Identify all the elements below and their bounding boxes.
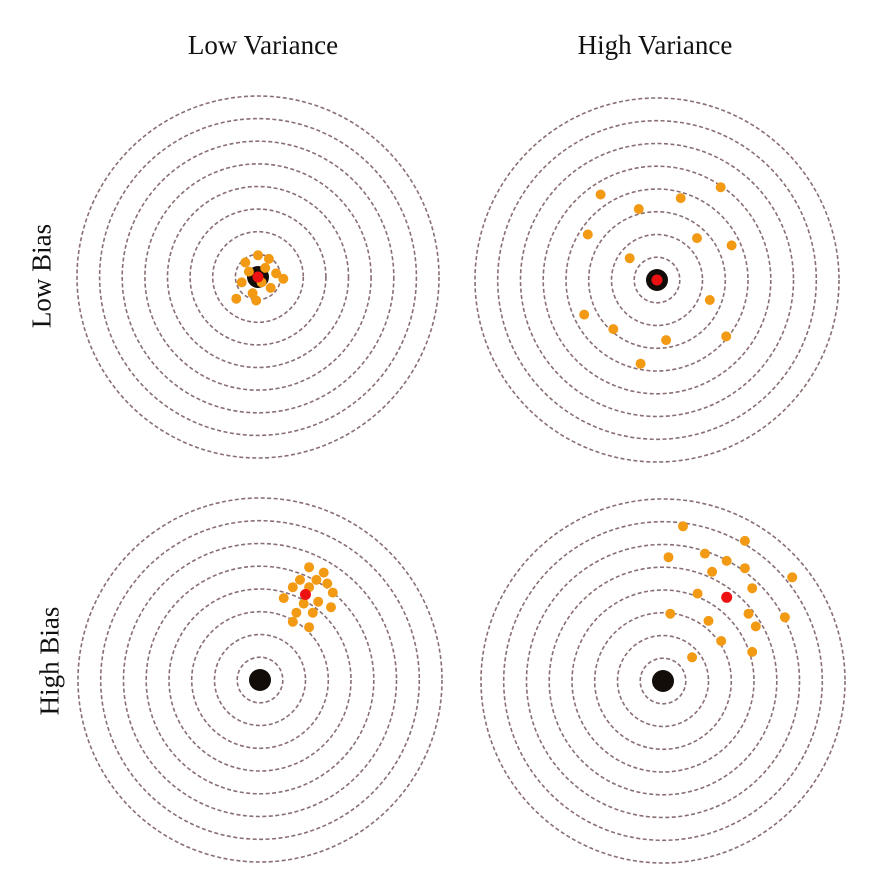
target-ring (587, 210, 727, 350)
target-ring (616, 634, 710, 728)
target-ring (496, 119, 818, 441)
shot-point (236, 277, 247, 288)
shot-point (747, 646, 758, 657)
shot-point (295, 574, 305, 585)
target-ring (502, 520, 824, 842)
shot-point (313, 596, 324, 607)
shot-point (750, 621, 761, 632)
shot-point (243, 266, 254, 277)
shot-point (779, 612, 790, 623)
shot-point (739, 563, 750, 574)
bullseye (249, 669, 271, 691)
shot-point (304, 622, 315, 633)
shot-point (739, 535, 750, 546)
target-ring (76, 95, 440, 459)
target-ring (145, 565, 375, 795)
shot-point (253, 250, 263, 261)
target-ring (610, 233, 704, 327)
shot-point (608, 324, 619, 335)
shot-point (263, 253, 274, 264)
shot-point (322, 578, 333, 589)
target-ring (525, 543, 801, 819)
target-ring (565, 188, 749, 372)
shot-point (278, 273, 289, 284)
shot-point (304, 562, 315, 573)
target-ring (77, 497, 443, 863)
shot-point (271, 268, 282, 279)
shot-point (787, 572, 798, 583)
bullseye (652, 670, 674, 692)
mean-point (252, 271, 264, 283)
shot-point (278, 593, 289, 604)
shot-point (635, 358, 646, 369)
shot-point (582, 229, 593, 240)
target-ring (121, 140, 395, 414)
target-ring (480, 498, 846, 864)
shot-point (747, 583, 758, 594)
shot-point (311, 574, 322, 585)
shot-point (703, 615, 714, 626)
shot-point (661, 335, 672, 346)
target-ring (639, 657, 687, 705)
mean-point (300, 589, 311, 600)
shot-point (251, 295, 262, 306)
shot-point (240, 257, 251, 268)
target-ring (189, 208, 327, 346)
mean-point (721, 591, 733, 603)
target-ring (166, 185, 350, 369)
shot-point (318, 567, 329, 578)
shot-point (327, 587, 338, 598)
mean-point (651, 274, 663, 286)
shot-point (678, 521, 688, 532)
shot-point (699, 548, 710, 559)
target-ring (593, 611, 733, 751)
shot-point (721, 331, 732, 342)
target-ring (548, 566, 778, 796)
target-ring (633, 256, 681, 304)
shot-point (716, 636, 727, 646)
shot-point (721, 555, 732, 566)
target-ring (99, 519, 421, 841)
shot-point (265, 282, 276, 293)
target-ring (542, 165, 772, 395)
shot-point (704, 295, 715, 305)
target-ring (213, 633, 307, 727)
shot-point (665, 608, 676, 619)
shot-point (624, 253, 635, 264)
shot-point (287, 616, 298, 627)
target-ring (190, 610, 330, 750)
shot-point (663, 552, 674, 563)
shot-point (595, 189, 606, 200)
shot-point (260, 262, 271, 273)
shot-point (687, 652, 698, 663)
shot-point (726, 240, 737, 251)
target-ring (144, 163, 372, 391)
target-ring (168, 588, 352, 772)
shot-point (715, 182, 726, 193)
column-label-high-variance: High Variance (577, 30, 733, 60)
target-ring (211, 230, 305, 324)
shot-point (692, 233, 702, 244)
shot-point (307, 607, 318, 618)
target-ring (519, 142, 795, 418)
shot-point (291, 607, 302, 618)
shot-point (633, 204, 644, 214)
shot-point (692, 588, 703, 599)
shot-point (231, 293, 242, 304)
column-label-low-variance: Low Variance (187, 30, 339, 60)
shot-point (579, 309, 590, 320)
shot-point (298, 598, 309, 609)
target-ring (98, 117, 418, 437)
target-ring (236, 656, 284, 704)
shot-point (707, 566, 718, 577)
shot-point (326, 602, 336, 613)
target-ring (571, 589, 755, 773)
shot-point (743, 608, 754, 619)
shot-point (675, 193, 686, 204)
shot-point (287, 582, 298, 593)
target-ring (474, 97, 840, 463)
target-ring (122, 542, 398, 818)
